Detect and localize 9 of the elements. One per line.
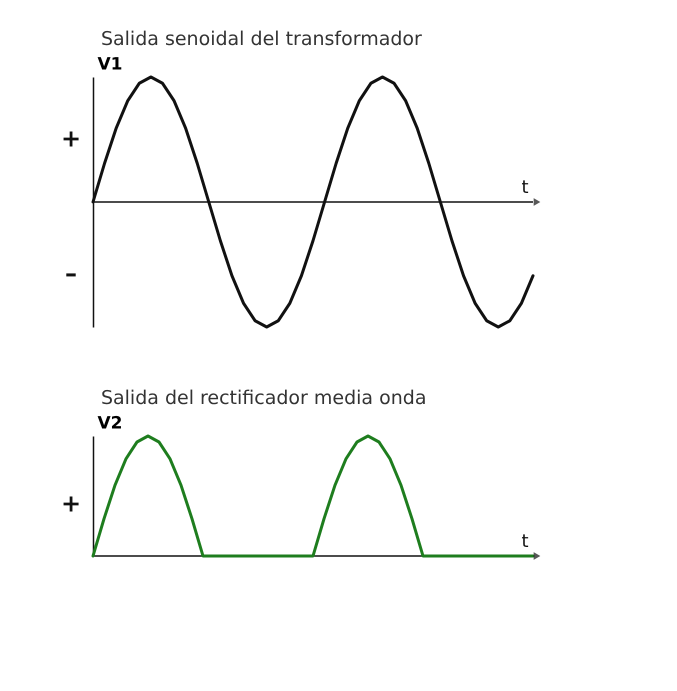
text: + xyxy=(60,124,82,152)
y-axis-title: V1 xyxy=(98,54,122,74)
y-axis-title: V2 xyxy=(98,414,122,434)
chart-title: Salida senoidal del transformador xyxy=(100,28,422,50)
chart-title: Salida del rectificador media onda xyxy=(100,387,426,409)
x-axis-title: t xyxy=(521,177,529,198)
x-axis-title: t xyxy=(521,531,529,552)
text: + xyxy=(60,489,82,518)
text: – xyxy=(65,260,77,288)
